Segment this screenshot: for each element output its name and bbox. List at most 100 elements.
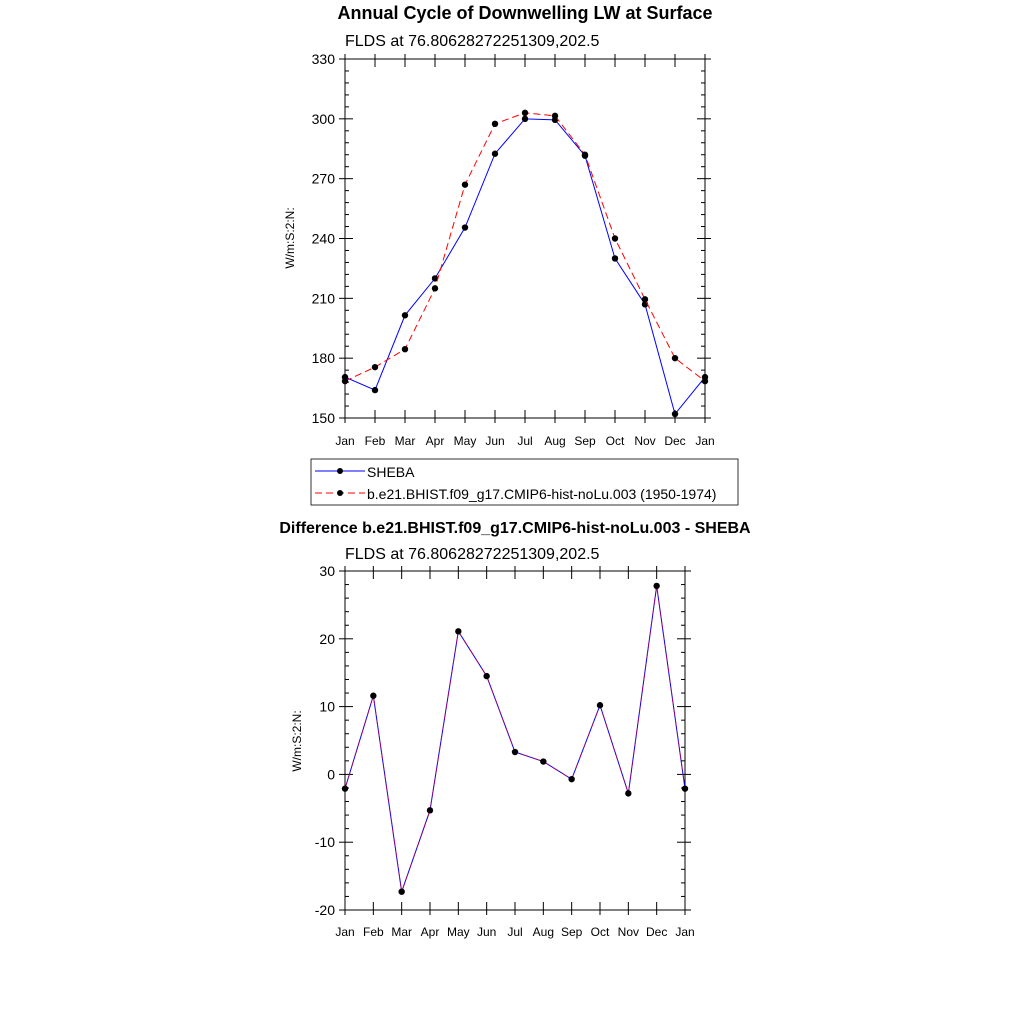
x-tick-label: Jan — [695, 434, 714, 448]
x-tick-label: Jul — [507, 925, 522, 939]
legend-label-model: b.e21.BHIST.f09_g17.CMIP6-hist-noLu.003 … — [367, 486, 716, 502]
data-point — [401, 312, 409, 319]
y-tick-label: 300 — [312, 111, 336, 127]
data-point — [681, 785, 689, 792]
y-axis-label: W/m:S:2:N: — [290, 710, 304, 771]
chart-title: Difference b.e21.BHIST.f09_g17.CMIP6-his… — [279, 520, 751, 537]
data-point — [461, 224, 469, 231]
x-tick-label: Feb — [363, 925, 384, 939]
x-tick-label: May — [447, 925, 470, 939]
x-tick-label: Jul — [517, 434, 532, 448]
x-tick-label: Apr — [421, 925, 440, 939]
x-tick-label: May — [454, 434, 477, 448]
x-tick-label: Dec — [646, 925, 667, 939]
data-point — [461, 181, 469, 188]
x-tick-label: Nov — [634, 434, 655, 448]
data-series — [341, 109, 709, 418]
data-point — [491, 120, 499, 128]
x-tick-label: Jan — [335, 434, 354, 448]
data-point — [521, 109, 529, 117]
tick-marks — [339, 54, 711, 423]
data-point — [370, 692, 377, 699]
data-point — [491, 150, 499, 157]
data-point — [426, 807, 434, 814]
legend-marker-sheba — [337, 468, 343, 474]
data-point — [596, 702, 604, 709]
y-tick-label: 180 — [312, 350, 336, 366]
series-overlay-line-0 — [344, 585, 686, 892]
data-point — [521, 115, 529, 123]
series-line-0 — [344, 118, 706, 416]
data-point — [540, 758, 547, 765]
x-tick-labels: Jan Feb Mar Apr May Jun Jul Aug Sep Oct Nov Dec Jan — [335, 925, 694, 939]
chart-subtitle: FLDS at 76.80628272251309,202.5 — [345, 33, 600, 50]
plot-frame — [344, 570, 686, 911]
legend-label-sheba: SHEBA — [367, 464, 415, 480]
data-point — [483, 672, 490, 680]
data-point — [581, 151, 589, 158]
y-tick-label: 30 — [319, 563, 335, 579]
x-tick-label: Oct — [606, 434, 625, 448]
x-tick-label: Sep — [561, 925, 583, 939]
x-tick-label: Nov — [618, 925, 639, 939]
data-point — [371, 363, 379, 371]
x-tick-label: Sep — [574, 434, 596, 448]
y-axis-label: W/m:S:2:N: — [283, 207, 297, 268]
y-tick-label: 330 — [312, 51, 336, 67]
data-point — [401, 345, 409, 353]
data-point — [701, 377, 709, 385]
y-tick-label: 240 — [312, 231, 336, 247]
data-point — [611, 255, 619, 262]
y-tick-labels: -20 -10 0 10 20 30 — [315, 563, 335, 918]
x-tick-label: Aug — [533, 925, 554, 939]
x-tick-label: Jan — [335, 925, 354, 939]
y-tick-label: 0 — [327, 766, 335, 782]
data-point — [431, 285, 439, 292]
x-tick-label: Oct — [591, 925, 610, 939]
tick-marks — [339, 566, 691, 915]
series-line-0 — [344, 585, 686, 892]
legend-marker-model — [337, 490, 343, 496]
y-tick-label: 20 — [319, 631, 335, 647]
data-series — [341, 582, 689, 895]
data-point — [371, 386, 379, 394]
x-tick-label: Jun — [477, 925, 496, 939]
x-tick-label: Jun — [485, 434, 504, 448]
x-tick-label: Mar — [395, 434, 416, 448]
data-point — [625, 790, 632, 797]
legend: SHEBA b.e21.BHIST.f09_g17.CMIP6-hist-noL… — [310, 458, 739, 506]
data-point — [568, 775, 575, 783]
data-point — [511, 748, 519, 756]
y-tick-label: 210 — [312, 290, 336, 306]
y-tick-label: 270 — [312, 171, 336, 187]
data-point — [431, 275, 439, 282]
legend-box — [310, 458, 739, 506]
chart-subtitle: FLDS at 76.80628272251309,202.5 — [345, 546, 600, 563]
data-point — [398, 888, 405, 895]
x-tick-label: Aug — [544, 434, 565, 448]
data-point — [611, 235, 619, 242]
annual-cycle-chart: Annual Cycle of Downwelling LW at Surfac… — [283, 3, 739, 506]
y-tick-label: 150 — [312, 410, 336, 426]
x-tick-label: Mar — [391, 925, 412, 939]
data-point — [671, 354, 679, 362]
x-tick-label: Dec — [664, 434, 685, 448]
data-point — [455, 628, 462, 635]
x-tick-labels: Jan Feb Mar Apr May Jun Jul Aug Sep Oct Nov Dec Jan — [335, 434, 714, 448]
y-tick-label: -10 — [315, 834, 335, 850]
y-tick-label: 10 — [319, 699, 335, 715]
data-point — [653, 582, 660, 590]
chart-title: Annual Cycle of Downwelling LW at Surfac… — [337, 3, 712, 23]
x-tick-label: Feb — [365, 434, 386, 448]
data-point — [671, 410, 679, 418]
data-point — [551, 112, 559, 120]
x-tick-label: Apr — [426, 434, 445, 448]
difference-chart: Difference b.e21.BHIST.f09_g17.CMIP6-his… — [279, 520, 751, 939]
y-tick-labels: 150 180 210 240 270 300 330 — [312, 51, 336, 426]
data-point — [341, 377, 349, 385]
y-tick-label: -20 — [315, 902, 335, 918]
x-tick-label: Jan — [675, 925, 694, 939]
data-point — [341, 785, 349, 792]
series-line-1 — [344, 112, 706, 382]
